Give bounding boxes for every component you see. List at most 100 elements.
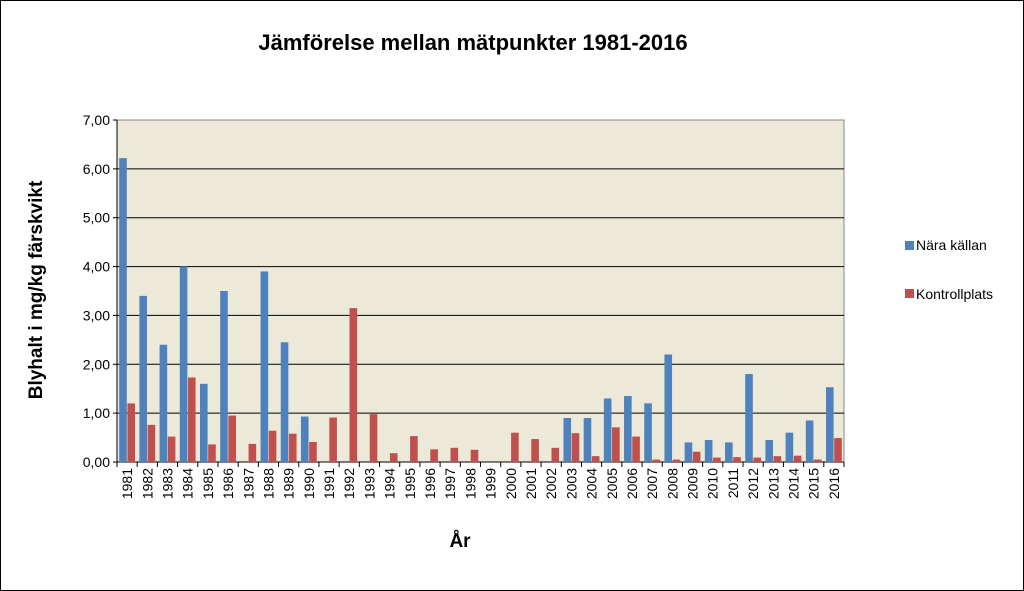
y-tick-label: 0,00	[83, 454, 110, 470]
y-tick-label: 4,00	[83, 259, 110, 275]
legend: Nära källan Kontrollplats	[905, 237, 993, 302]
bar-kontrollplats-1996	[430, 449, 438, 462]
bar-kontrollplats-2015	[814, 459, 822, 462]
bar-kontrollplats-1981	[127, 403, 135, 462]
bar-kontrollplats-2003	[571, 433, 580, 462]
bar-nara-kallan-1981	[119, 158, 127, 463]
bar-kontrollplats-2010	[713, 457, 721, 462]
bar-kontrollplats-2001	[531, 439, 539, 462]
x-tick-label: 1987	[240, 468, 256, 499]
x-tick-label: 1983	[159, 468, 175, 499]
bar-kontrollplats-2006	[632, 436, 640, 462]
bar-kontrollplats-1988	[268, 430, 277, 462]
x-tick-label: 2002	[543, 468, 559, 499]
y-tick-label: 2,00	[83, 356, 110, 372]
bar-nara-kallan-2006	[624, 396, 632, 462]
bar-kontrollplats-1995	[410, 436, 418, 462]
x-tick-label: 2013	[765, 468, 781, 499]
x-tick-label: 2003	[563, 468, 579, 499]
bar-nara-kallan-2005	[603, 398, 612, 462]
x-tick-label: 2011	[725, 468, 741, 498]
x-tick-label: 2000	[503, 468, 519, 499]
x-tick-label: 1985	[200, 468, 216, 499]
x-tick-label: 1996	[422, 468, 438, 499]
chart-title: Jämförelse mellan mätpunkter 1981-2016	[258, 30, 687, 55]
grid-lines	[116, 120, 844, 463]
bars	[119, 158, 842, 463]
bar-nara-kallan-2003	[563, 418, 572, 462]
bar-kontrollplats-1982	[147, 424, 156, 462]
bar-kontrollplats-2008	[672, 459, 681, 462]
bar-kontrollplats-1998	[470, 449, 479, 462]
legend-label-kontrollplats: Kontrollplats	[916, 286, 993, 302]
bar-nara-kallan-1983	[159, 344, 168, 462]
x-tick-label: 1995	[402, 468, 418, 499]
x-ticks: 1981 1982 1983 1984 1985 1986 1987 1988 1989 1990…	[116, 462, 845, 499]
bar-kontrollplats-2009	[692, 451, 701, 462]
bar-kontrollplats-2014	[793, 455, 802, 462]
bar-nara-kallan-1984	[179, 266, 188, 462]
bar-kontrollplats-1989	[288, 433, 297, 462]
bar-nara-kallan-1990	[300, 416, 309, 462]
bar-nara-kallan-2014	[785, 432, 794, 462]
x-tick-label: 1982	[139, 468, 155, 499]
bar-kontrollplats-2005	[612, 427, 620, 462]
x-tick-label: 1993	[361, 468, 377, 499]
x-tick-label: 1988	[260, 468, 276, 499]
bar-kontrollplats-1992	[349, 308, 358, 462]
bar-nara-kallan-2011	[725, 442, 733, 462]
x-tick-label: 1997	[442, 468, 458, 499]
x-tick-label: 1986	[220, 468, 236, 499]
bar-kontrollplats-1986	[228, 415, 236, 462]
bar-kontrollplats-1984	[187, 377, 196, 462]
bar-nara-kallan-2004	[583, 418, 592, 462]
bar-nara-kallan-1986	[220, 291, 228, 462]
x-tick-label: 1989	[281, 468, 297, 499]
x-axis-title: År	[449, 531, 471, 552]
x-tick-label: 1998	[462, 468, 478, 499]
legend-swatch-nara-kallan	[905, 241, 914, 250]
x-tick-label: 2014	[786, 468, 802, 499]
x-tick-label: 2008	[664, 468, 680, 499]
bar-nara-kallan-2013	[765, 440, 774, 462]
x-tick-label: 1992	[341, 468, 357, 499]
bar-kontrollplats-1997	[450, 447, 459, 462]
bar-kontrollplats-2000	[511, 432, 519, 462]
x-tick-label: 2009	[685, 468, 701, 499]
plot-area	[116, 119, 845, 463]
x-tick-label: 2005	[604, 468, 620, 499]
y-tick-label: 6,00	[83, 161, 110, 177]
x-tick-label: 1994	[382, 468, 398, 499]
x-tick-label: 1991	[321, 468, 337, 499]
bar-nara-kallan-2010	[704, 440, 713, 462]
legend-swatch-kontrollplats	[905, 289, 914, 298]
x-tick-label: 2015	[806, 468, 822, 499]
bar-kontrollplats-2011	[733, 457, 741, 462]
bar-kontrollplats-1983	[167, 436, 176, 462]
bar-kontrollplats-1991	[329, 417, 337, 462]
bar-kontrollplats-2016	[834, 438, 842, 462]
bar-nara-kallan-1988	[260, 271, 269, 462]
y-tick-label: 5,00	[83, 210, 110, 226]
bar-nara-kallan-2016	[826, 387, 834, 462]
bar-nara-kallan-2009	[684, 442, 693, 462]
x-tick-label: 2004	[584, 468, 600, 499]
x-tick-label: 1990	[301, 468, 317, 499]
bar-kontrollplats-1990	[309, 441, 317, 462]
x-tick-label: 2007	[644, 468, 660, 499]
x-tick-label: 1984	[180, 468, 196, 499]
bar-kontrollplats-2002	[551, 447, 560, 462]
y-axis-title: Blyhalt i mg/kg färskvikt	[26, 180, 47, 399]
bar-nara-kallan-1985	[199, 383, 208, 462]
bar-nara-kallan-2008	[664, 354, 673, 462]
x-tick-label: 2001	[523, 468, 539, 499]
x-tick-label: 1999	[483, 468, 499, 499]
bar-kontrollplats-2007	[652, 459, 661, 462]
y-ticks: 0,00 1,00 2,00 3,00 4,00 5,00 6,00 7,00	[83, 112, 117, 470]
bar-nara-kallan-2012	[745, 374, 753, 462]
bar-kontrollplats-1987	[248, 443, 257, 462]
bar-kontrollplats-1993	[369, 414, 378, 462]
x-tick-label: 2010	[705, 468, 721, 499]
bar-nara-kallan-1982	[139, 295, 147, 462]
